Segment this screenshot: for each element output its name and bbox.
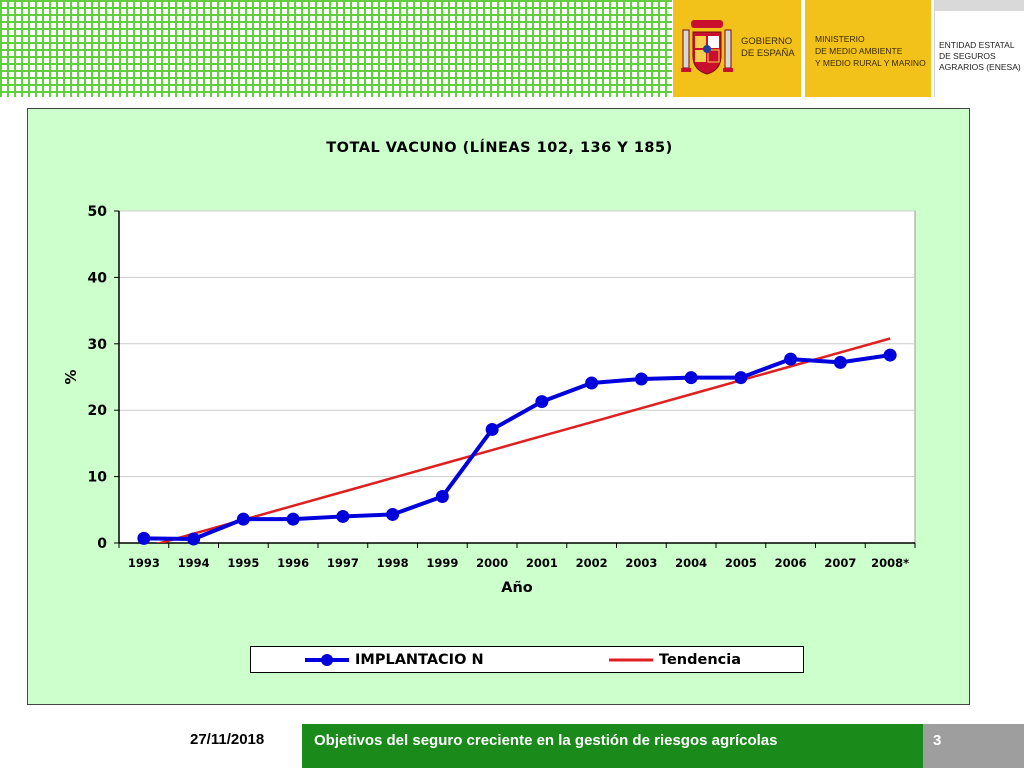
data-point-implantacion — [336, 509, 350, 523]
data-point-implantacion — [585, 376, 599, 390]
footer-date: 27/11/2018 — [190, 731, 265, 748]
x-tick-label: 2000 — [476, 556, 508, 570]
enesa-text: ENTIDAD ESTATAL DE SEGUROS AGRARIOS (ENE… — [939, 40, 1021, 72]
ministerio-text: MINISTERIO DE MEDIO AMBIENTE Y MEDIO RUR… — [815, 34, 926, 68]
data-point-implantacion — [286, 512, 300, 526]
data-point-implantacion — [833, 355, 847, 369]
plot-area — [118, 210, 916, 544]
chart-legend: IMPLANTACIO N Tendencia — [250, 646, 804, 673]
x-tick-label: 2003 — [625, 556, 657, 570]
legend-line-marker — [305, 653, 349, 666]
data-point-implantacion — [634, 372, 648, 386]
x-tick-label: 1993 — [128, 556, 160, 570]
footer-title-bar: Objetivos del seguro creciente en la ges… — [302, 724, 923, 768]
enesa-logo: ENTIDAD ESTATAL DE SEGUROS AGRARIOS (ENE… — [934, 0, 1024, 97]
x-axis-label: Año — [501, 580, 533, 596]
coat-of-arms-icon — [681, 20, 733, 75]
x-tick-label: 2005 — [725, 556, 757, 570]
x-tick-label: 2006 — [775, 556, 807, 570]
legend-item-implantacion: IMPLANTACIO N — [305, 647, 484, 672]
header-grid-pattern — [0, 0, 672, 97]
line-chart: 0 10 20 30 40 50 1993 1994 1995 1996 1997 1998 1999 2… — [62, 204, 916, 596]
y-axis-label: % — [62, 369, 80, 384]
data-point-implantacion — [187, 532, 201, 546]
data-point-implantacion — [535, 395, 549, 409]
data-point-implantacion — [386, 507, 400, 521]
x-tick-label: 2002 — [576, 556, 608, 570]
x-tick-label: 2008* — [871, 556, 909, 570]
data-point-implantacion — [485, 422, 499, 436]
y-tick-label: 20 — [88, 403, 108, 419]
x-tick-label: 1999 — [426, 556, 458, 570]
gobierno-logo: GOBIERNO DE ESPAÑA — [673, 0, 801, 97]
y-tick-label: 50 — [88, 204, 108, 220]
legend-label-tendencia: Tendencia — [659, 651, 742, 668]
x-tick-label: 1995 — [227, 556, 259, 570]
data-point-implantacion — [137, 531, 151, 545]
page-number-box: 3 — [923, 724, 1024, 768]
chart-title: TOTAL VACUNO (LÍNEAS 102, 136 Y 185) — [326, 140, 673, 156]
y-tick-label: 10 — [88, 470, 108, 486]
legend-label-implantacion: IMPLANTACIO N — [355, 651, 484, 668]
data-point-implantacion — [684, 371, 698, 385]
ministerio-logo: MINISTERIO DE MEDIO AMBIENTE Y MEDIO RUR… — [805, 0, 931, 97]
y-tick-label: 40 — [88, 270, 108, 286]
gobierno-text: GOBIERNO DE ESPAÑA — [741, 36, 795, 59]
legend-line — [609, 658, 653, 661]
x-tick-label: 2004 — [675, 556, 707, 570]
series-line-implantacion — [143, 353, 891, 542]
x-tick-label: 1997 — [327, 556, 359, 570]
y-tick-label: 30 — [88, 337, 108, 353]
x-tick-label: 2001 — [526, 556, 558, 570]
x-tick-label: 1998 — [377, 556, 409, 570]
chart-panel: TOTAL VACUNO (LÍNEAS 102, 136 Y 185) 0 10… — [27, 108, 970, 705]
data-point-implantacion — [784, 352, 798, 366]
data-point-implantacion — [883, 348, 897, 362]
data-point-implantacion — [734, 371, 748, 385]
data-point-implantacion — [435, 490, 449, 504]
data-point-implantacion — [236, 512, 250, 526]
x-tick-label: 1994 — [178, 556, 210, 570]
x-tick-label: 1996 — [277, 556, 309, 570]
legend-item-tendencia: Tendencia — [609, 647, 741, 672]
x-tick-label: 2007 — [824, 556, 856, 570]
footer-title: Objetivos del seguro creciente en la ges… — [314, 732, 778, 749]
page-number: 3 — [933, 732, 942, 749]
y-tick-label: 0 — [97, 536, 107, 552]
series-line-tendencia — [155, 337, 891, 543]
